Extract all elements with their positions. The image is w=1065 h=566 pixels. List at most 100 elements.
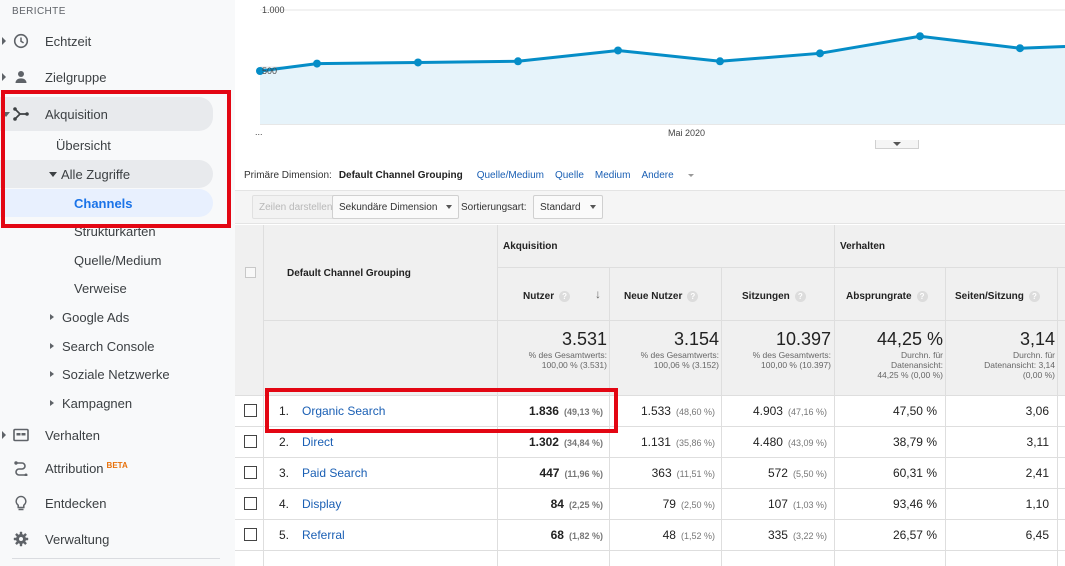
sidebar-item-label: Attribution [45, 460, 104, 476]
cell-percentage: (49,13 %) [563, 407, 603, 417]
sidebar-subitem-google-ads[interactable]: Google Ads [50, 304, 129, 330]
column-header-label: Nutzer [523, 291, 555, 302]
sidebar-item-label: Verwaltung [45, 531, 110, 547]
help-icon[interactable]: ? [916, 291, 928, 302]
y-axis-label-mid: 500 [262, 66, 278, 76]
column-header-users[interactable]: Nutzer? [523, 291, 571, 302]
sidebar-item-label: Verhalten [45, 427, 100, 443]
row-channel-link[interactable]: Display [302, 497, 342, 511]
table-toolbar: Zeilen darstellen Sekundäre Dimension So… [235, 190, 1065, 224]
sidebar-subitem-search-console[interactable]: Search Console [50, 333, 155, 359]
dimension-link-medium[interactable]: Medium [594, 170, 631, 181]
chevron-down-icon [446, 205, 453, 209]
row-channel-link[interactable]: Organic Search [302, 404, 386, 418]
row-number: 5. [279, 528, 290, 542]
line-chart: 1.000 500 Mai 2020 ... [235, 0, 1065, 150]
column-header-sessions[interactable]: Sitzungen? [742, 291, 806, 302]
expand-caret-icon [2, 37, 6, 45]
data-point[interactable] [1016, 44, 1024, 53]
data-point[interactable] [614, 46, 622, 55]
dimension-link-source-medium[interactable]: Quelle/Medium [476, 170, 544, 181]
table-row: 2. Direct 1.302 (34,84 %) 1.131 (35,86 %) 4.48… [235, 427, 1065, 458]
row-number: 4. [279, 497, 290, 511]
sidebar-subitem-referrals[interactable]: Verweise [74, 280, 127, 296]
total-value: 44,25 % [876, 329, 943, 349]
help-icon[interactable]: ? [559, 291, 571, 302]
help-icon[interactable]: ? [1028, 291, 1040, 302]
data-point[interactable] [916, 32, 924, 41]
highlight-box-organic-search [265, 388, 618, 433]
help-icon[interactable]: ? [687, 291, 699, 302]
grid-line [263, 320, 1065, 321]
data-point[interactable] [414, 58, 422, 67]
cell-percentage: (34,84 %) [563, 438, 603, 448]
row-checkbox[interactable] [244, 466, 257, 479]
cell-value: 4.903 [752, 404, 783, 418]
row-checkbox[interactable] [244, 435, 257, 448]
sidebar-subitem-campaigns[interactable]: Kampagnen [50, 390, 132, 416]
plot-rows-button[interactable]: Zeilen darstellen [252, 195, 340, 219]
table-row: 4. Display 84 (2,25 %) 79 (2,50 %) 107 (1,03 %)… [235, 489, 1065, 520]
total-detail: 44,25 % (0,00 %) [877, 370, 943, 380]
column-header-pages-per-session[interactable]: Seiten/Sitzung? [955, 291, 1040, 302]
cell-bounce-rate: 93,46 % [893, 497, 937, 511]
sidebar-subitem-all-traffic[interactable]: Alle Zugriffe [49, 161, 130, 187]
dimension-link-other[interactable]: Andere [641, 170, 704, 181]
data-point[interactable] [256, 66, 264, 75]
data-point[interactable] [716, 57, 724, 66]
sidebar-divider [12, 558, 220, 559]
sidebar-subitem-label: Soziale Netzwerke [62, 366, 170, 382]
chart-collapse-toggle[interactable] [875, 140, 919, 149]
row-checkbox[interactable] [244, 404, 257, 417]
cell-value: 38,79 % [892, 435, 937, 449]
expand-caret-icon [2, 73, 6, 81]
row-channel-link[interactable]: Referral [302, 528, 345, 542]
sidebar-item-verwaltung[interactable]: Verwaltung [0, 525, 235, 553]
select-all-checkbox[interactable] [245, 267, 256, 278]
secondary-dimension-label: Sekundäre Dimension [339, 201, 438, 213]
data-point[interactable] [816, 49, 824, 58]
primary-dimension-label: Primäre Dimension: [244, 170, 332, 181]
row-checkbox[interactable] [244, 497, 257, 510]
row-channel-link[interactable]: Direct [302, 435, 334, 449]
sort-type-dropdown[interactable]: Standard [533, 195, 603, 219]
help-icon[interactable]: ? [794, 291, 806, 302]
cell-value: 26,57 % [892, 528, 937, 542]
column-header-bounce-rate[interactable]: Absprungrate? [846, 291, 928, 302]
dimension-column-header[interactable]: Default Channel Grouping [287, 268, 411, 279]
cell-bounce-rate: 26,57 % [893, 528, 937, 542]
cell-sessions: 572 (5,50 %) [768, 466, 827, 480]
data-point[interactable] [514, 57, 522, 66]
sidebar-item-verhalten[interactable]: Verhalten [0, 421, 235, 449]
row-number: 3. [279, 466, 290, 480]
sidebar-item-akquisition[interactable]: Akquisition [0, 100, 213, 128]
highlight-box-acquisition [1, 90, 231, 228]
sort-descending-icon[interactable]: ↓ [595, 287, 601, 301]
cell-value: 2,41 [1025, 466, 1049, 480]
sidebar-item-zielgruppe[interactable]: Zielgruppe [0, 63, 235, 91]
total-value: 10.397 [775, 329, 831, 349]
sidebar-item-echtzeit[interactable]: Echtzeit [0, 27, 235, 55]
sidebar-subitem-source-medium[interactable]: Quelle/Medium [74, 252, 162, 268]
cell-percentage: (35,86 %) [675, 438, 715, 448]
row-channel-link[interactable]: Paid Search [302, 466, 368, 480]
dimension-link-source[interactable]: Quelle [554, 170, 584, 181]
sidebar-item-attribution[interactable]: Attribution BETA [0, 454, 235, 482]
x-axis-start-label: ... [255, 127, 263, 137]
expand-caret-icon [50, 343, 54, 349]
data-point[interactable] [313, 59, 321, 68]
sidebar-subitem-overview[interactable]: Übersicht [56, 137, 111, 153]
cell-bounce-rate: 47,50 % [893, 404, 937, 418]
table-row: 1. Organic Search 1.836 (49,13 %) 1.533 (48,6… [235, 396, 1065, 427]
expand-caret-icon [50, 314, 54, 320]
sidebar-subitem-channels[interactable]: Channels [74, 195, 133, 211]
sidebar-item-entdecken[interactable]: Entdecken [0, 489, 235, 517]
column-header-new-users[interactable]: Neue Nutzer? [624, 291, 699, 302]
row-checkbox[interactable] [244, 528, 257, 541]
group-header-acquisition: Akquisition [503, 241, 558, 252]
cell-users: 1.302 (34,84 %) [529, 435, 603, 449]
secondary-dimension-dropdown[interactable]: Sekundäre Dimension [332, 195, 460, 219]
total-detail: % des Gesamtwerts: [640, 350, 719, 360]
sidebar-subitem-social[interactable]: Soziale Netzwerke [50, 361, 170, 387]
grid-line [945, 267, 946, 566]
